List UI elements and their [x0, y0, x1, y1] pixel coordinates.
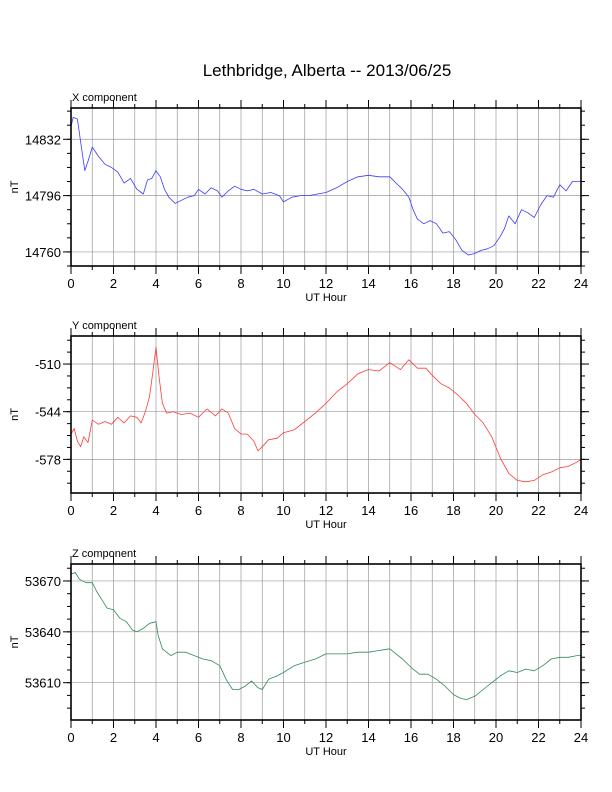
x-tick-label: 24 — [574, 503, 588, 518]
chart-title: Lethbridge, Alberta -- 2013/06/25 — [203, 61, 452, 80]
plot-frame — [70, 563, 582, 721]
x-tick-label: 18 — [446, 503, 460, 518]
x-tick-label: 12 — [319, 730, 333, 745]
x-tick-label: 8 — [237, 276, 244, 291]
x-tick-label: 8 — [237, 730, 244, 745]
plot-frame — [70, 335, 582, 494]
x-tick-label: 6 — [195, 276, 202, 291]
series-line — [70, 572, 581, 701]
x-tick-label: 22 — [531, 276, 545, 291]
y-tick-label: -510 — [35, 357, 61, 372]
y-tick-label: 14832 — [25, 132, 61, 147]
series-line — [70, 346, 582, 483]
series-line — [70, 117, 581, 256]
x-tick-label: 0 — [67, 730, 74, 745]
x-tick-label: 16 — [404, 276, 418, 291]
x-tick-label: 0 — [67, 276, 74, 291]
x-tick-label: 24 — [574, 276, 588, 291]
y-tick-label: -578 — [35, 452, 61, 467]
y-tick-label: -544 — [35, 405, 61, 420]
y-axis-label: nT — [9, 180, 21, 193]
x-tick-label: 20 — [489, 503, 503, 518]
x-tick-label: 16 — [404, 730, 418, 745]
x-tick-label: 22 — [531, 503, 545, 518]
panel-title: Y component — [72, 320, 137, 332]
x-tick-label: 8 — [237, 503, 244, 518]
x-tick-label: 14 — [361, 276, 375, 291]
x-tick-label: 18 — [446, 730, 460, 745]
y-tick-label: 14796 — [25, 189, 61, 204]
x-tick-label: 6 — [195, 503, 202, 518]
y-axis-label: nT — [9, 408, 21, 421]
x-tick-label: 2 — [110, 730, 117, 745]
x-tick-label: 2 — [110, 503, 117, 518]
x-tick-label: 10 — [276, 276, 290, 291]
x-tick-label: 12 — [319, 276, 333, 291]
x-tick-label: 14 — [361, 503, 375, 518]
y-tick-label: 53610 — [25, 676, 61, 691]
x-tick-label: 20 — [489, 730, 503, 745]
x-tick-label: 4 — [152, 276, 159, 291]
x-tick-label: 12 — [319, 503, 333, 518]
x-tick-label: 10 — [276, 730, 290, 745]
x-tick-label: 4 — [152, 730, 159, 745]
x-tick-label: 10 — [276, 503, 290, 518]
x-tick-label: 18 — [446, 276, 460, 291]
x-tick-label: 0 — [67, 503, 74, 518]
panel-title: Z component — [72, 548, 136, 560]
x-axis-label: UT Hour — [305, 292, 347, 304]
x-tick-label: 6 — [195, 730, 202, 745]
y-axis-label: nT — [9, 635, 21, 648]
x-tick-label: 20 — [489, 276, 503, 291]
x-tick-label: 24 — [574, 730, 588, 745]
y-tick-label: 14760 — [25, 245, 61, 260]
panel-title: X component — [72, 92, 137, 104]
plot-frame — [70, 107, 582, 267]
y-tick-label: 53640 — [25, 625, 61, 640]
x-axis-label: UT Hour — [305, 746, 347, 758]
x-axis-label: UT Hour — [305, 519, 347, 531]
x-tick-label: 16 — [404, 503, 418, 518]
x-tick-label: 14 — [361, 730, 375, 745]
x-tick-label: 22 — [531, 730, 545, 745]
x-tick-label: 2 — [110, 276, 117, 291]
y-tick-label: 53670 — [25, 574, 61, 589]
x-tick-label: 4 — [152, 503, 159, 518]
